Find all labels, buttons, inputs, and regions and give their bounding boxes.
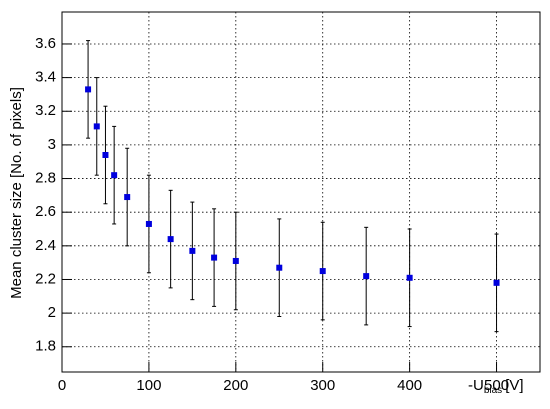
y-tick-label: 2.6 <box>35 203 56 220</box>
marker <box>493 279 500 286</box>
x-axis-label: -Ubias [V] <box>468 377 524 396</box>
x-tick-label: 400 <box>397 377 422 394</box>
y-tick-label: 2.4 <box>35 237 56 254</box>
y-tick-label: 2.8 <box>35 170 56 187</box>
marker <box>111 172 118 179</box>
marker <box>363 273 370 280</box>
marker <box>145 220 152 227</box>
x-tick-label: 300 <box>310 377 335 394</box>
x-axis-label-unit: [V] <box>505 377 523 394</box>
marker <box>232 257 239 264</box>
y-tick-label: 3.2 <box>35 102 56 119</box>
x-tick-label: 500 <box>484 377 509 394</box>
y-tick-label: 3 <box>48 136 56 153</box>
marker <box>167 236 174 243</box>
x-tick-label: 0 <box>58 377 66 394</box>
y-tick-label: 1.8 <box>35 338 56 355</box>
marker <box>189 247 196 254</box>
x-axis-label-main: -U <box>468 377 484 394</box>
x-tick-label: 200 <box>223 377 248 394</box>
x-tick-label: 100 <box>136 377 161 394</box>
y-axis-label: Mean cluster size [No. of pixels] <box>8 87 25 299</box>
x-axis-label-sub: bias <box>484 385 502 396</box>
plot-frame <box>61 11 541 373</box>
marker <box>319 268 326 275</box>
y-tick-label: 2 <box>48 304 56 321</box>
y-tick-label: 2.2 <box>35 270 56 287</box>
marker <box>85 86 92 93</box>
marker <box>102 151 109 158</box>
y-tick-label: 3.6 <box>35 35 56 52</box>
y-tick-label: 3.4 <box>35 69 56 86</box>
marker <box>93 123 100 130</box>
marker <box>406 274 413 281</box>
marker <box>211 254 218 261</box>
marker <box>124 194 131 201</box>
marker <box>276 264 283 271</box>
